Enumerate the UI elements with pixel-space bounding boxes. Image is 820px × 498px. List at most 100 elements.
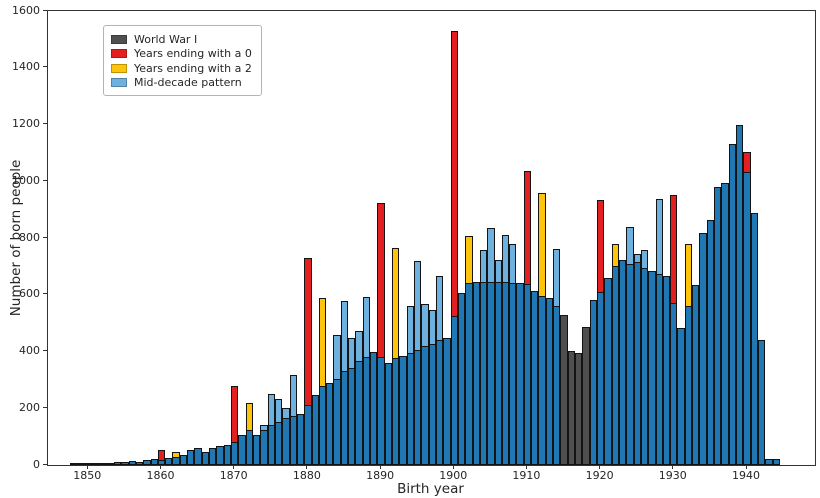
bar-1930 (670, 302, 678, 465)
bar-1867 (209, 447, 217, 465)
x-tick-label: 1930 (658, 469, 687, 482)
bar-1854 (113, 462, 122, 465)
bar-1910 (523, 283, 532, 465)
bar-1933 (692, 284, 700, 465)
bar-1873 (252, 434, 261, 465)
bar-1855 (121, 462, 129, 465)
bar-1913 (545, 297, 554, 465)
bar-1875 (267, 425, 275, 465)
bar-1869 (223, 444, 231, 465)
x-tick (86, 465, 88, 469)
y-tick-label: 200 (19, 400, 40, 414)
bar-1893 (399, 356, 407, 465)
bar-1901 (457, 292, 466, 465)
bar-1880 (304, 404, 312, 465)
x-tick (599, 465, 601, 469)
bar-1894 (406, 352, 414, 465)
x-tick (379, 465, 381, 469)
bar-1896 (421, 346, 429, 465)
bar-1905 (487, 282, 495, 465)
bar-1926 (640, 267, 649, 465)
bar-1937 (721, 182, 729, 465)
bar-1929 (662, 276, 671, 465)
bar-1878 (289, 416, 297, 465)
bar-1870 (231, 442, 239, 465)
x-tick (672, 465, 674, 469)
bar-1934 (699, 232, 707, 465)
legend-item-zero: Years ending with a 0 (111, 47, 252, 62)
x-tick-label: 1890 (366, 469, 395, 482)
bar-1881 (311, 395, 319, 465)
y-tick-label: 1600 (12, 3, 40, 17)
bar-1890 (377, 356, 385, 465)
bar-1940 (743, 171, 751, 465)
bar-1865 (194, 447, 202, 465)
bar-1916 (567, 350, 575, 465)
bar-1923 (618, 259, 627, 465)
legend-swatch-mid (111, 78, 127, 88)
bar-1866 (201, 452, 210, 465)
plot-area: World War I Years ending with a 0 Years en… (47, 10, 816, 466)
bar-1895 (414, 349, 422, 465)
bar-1932 (684, 306, 693, 465)
y-tick-label: 1200 (12, 117, 40, 130)
bar-1909 (516, 282, 524, 465)
x-tick-label: 1850 (73, 469, 102, 482)
legend-swatch-ww1 (111, 34, 127, 44)
bar-1902 (465, 282, 473, 465)
legend-label: Years ending with a 2 (134, 61, 252, 75)
y-tick-label: 400 (19, 344, 40, 357)
bar-1938 (728, 143, 737, 465)
bar-1891 (384, 362, 393, 465)
y-tick (43, 293, 47, 295)
bar-1903 (472, 282, 480, 465)
bar-1862 (172, 457, 180, 465)
bar-1904 (479, 282, 488, 465)
bar-1877 (282, 418, 290, 465)
bar-1924 (626, 263, 634, 465)
y-axis-label: Number of born people (8, 159, 24, 317)
x-tick-label: 1900 (439, 469, 468, 482)
y-tick (43, 236, 47, 238)
bar-1874 (260, 429, 268, 465)
bar-1915 (560, 315, 568, 465)
bar-1931 (677, 327, 685, 465)
bar-1864 (187, 450, 195, 465)
x-tick-label: 1920 (585, 469, 614, 482)
legend-swatch-two (111, 63, 127, 73)
bar-1883 (326, 382, 334, 465)
bar-1908 (509, 282, 517, 465)
legend-item-mid: Mid-decade pattern (111, 76, 252, 91)
bar-1863 (179, 455, 188, 465)
bar-1898 (435, 340, 444, 465)
bar-1889 (370, 351, 378, 465)
bar-1849 (77, 463, 85, 465)
x-tick-label: 1940 (732, 469, 760, 482)
legend-label: Years ending with a 0 (134, 47, 252, 61)
bar-1912 (538, 295, 546, 465)
bar-1852 (99, 463, 107, 465)
bar-1871 (238, 434, 246, 465)
bar-1927 (648, 271, 656, 465)
bar-1860 (157, 460, 166, 465)
bar-1906 (494, 282, 502, 465)
legend-swatch-zero (111, 49, 127, 59)
bar-1887 (355, 361, 363, 465)
x-tick-label: 1870 (219, 469, 248, 482)
bar-1848 (70, 463, 78, 465)
bar-1920 (596, 291, 605, 465)
x-tick (745, 465, 747, 469)
y-tick (43, 406, 47, 408)
bar-1919 (589, 300, 597, 465)
y-tick (43, 350, 47, 351)
x-tick (233, 465, 235, 469)
bar-1917 (575, 352, 583, 465)
y-tick (43, 9, 47, 11)
x-tick (160, 465, 161, 469)
bar-1911 (531, 291, 539, 465)
bar-1888 (362, 357, 371, 465)
legend-item-two: Years ending with a 2 (111, 61, 252, 76)
bar-1857 (135, 461, 144, 465)
bar-1868 (216, 446, 224, 465)
